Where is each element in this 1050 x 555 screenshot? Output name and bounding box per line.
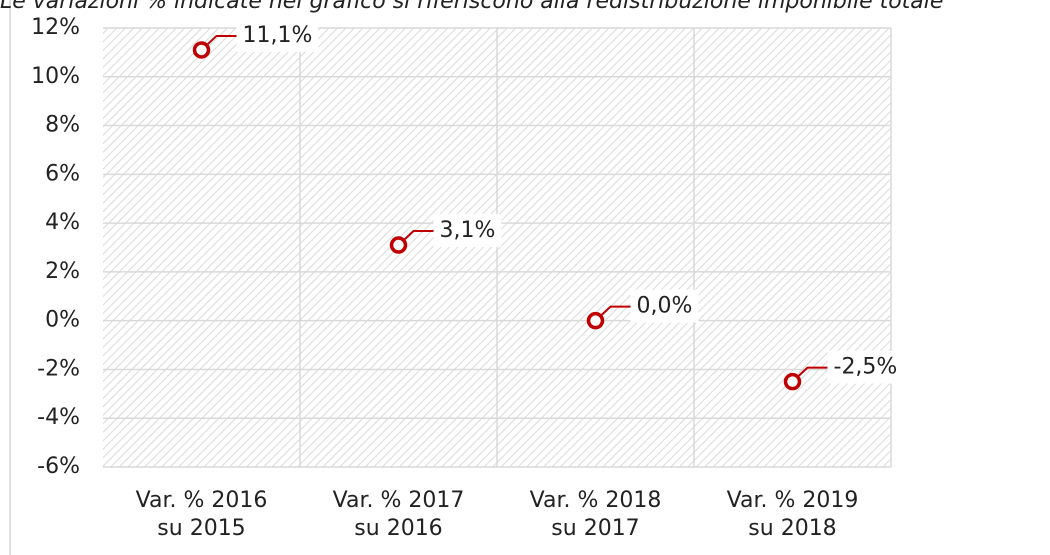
y-tick-label: 0% xyxy=(45,308,80,333)
y-tick-label: -6% xyxy=(37,454,80,479)
data-label: 0,0% xyxy=(637,294,693,319)
marker xyxy=(586,311,605,330)
data-label: 11,1% xyxy=(243,23,313,48)
y-tick-label: -4% xyxy=(37,405,80,430)
y-tick-label: 2% xyxy=(45,259,80,284)
data-label-box xyxy=(630,289,699,323)
y-tick-label: 8% xyxy=(45,113,80,138)
x-tick-label: Var. % 2018 su 2017 xyxy=(529,488,662,541)
x-tick-label: Var. % 2016 su 2015 xyxy=(135,488,268,541)
marker xyxy=(192,41,211,59)
y-tick-label: 6% xyxy=(45,161,80,186)
chart-title: Le variazioni % indicate nel grafico si … xyxy=(0,0,943,14)
marker xyxy=(389,236,408,254)
x-tick-label: Var. % 2019 su 2018 xyxy=(726,488,859,541)
y-tick-label: 12% xyxy=(31,15,80,40)
y-tick-label: -2% xyxy=(37,356,80,381)
data-label-box xyxy=(827,350,904,384)
x-tick-label: Var. % 2017 su 2016 xyxy=(332,488,465,541)
data-label-box xyxy=(236,18,319,52)
data-label-box xyxy=(433,214,502,248)
y-tick-label: 4% xyxy=(45,210,80,235)
data-label: -2,5% xyxy=(834,355,898,380)
marker xyxy=(783,372,802,391)
data-label: 3,1% xyxy=(440,218,496,243)
y-tick-label: 10% xyxy=(31,64,80,89)
